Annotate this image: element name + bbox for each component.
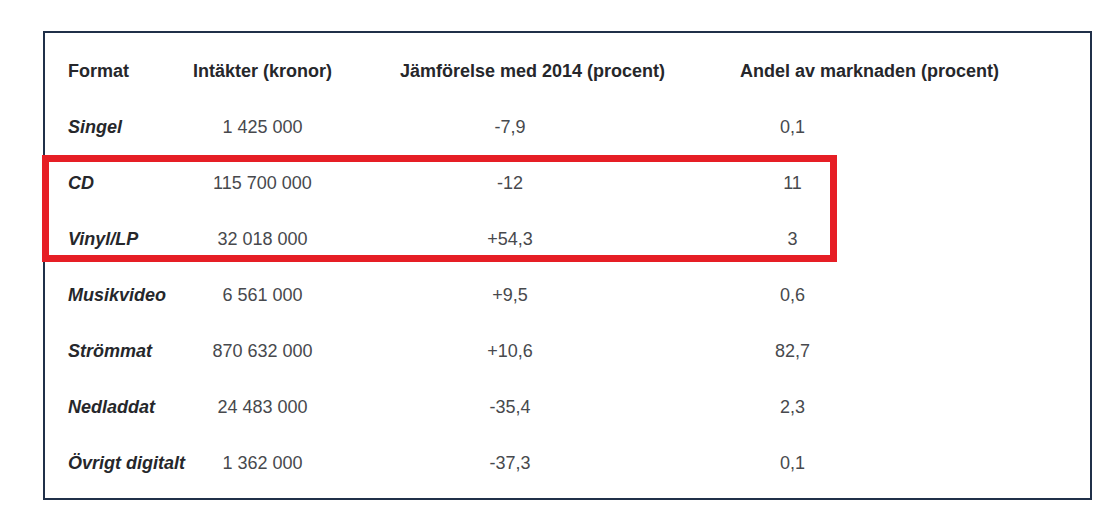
comparison-cell: +9,5 [345,267,675,323]
col-header-format: Format [45,43,180,99]
table-row-strommat: Strömmat 870 632 000 +10,6 82,7 [45,323,1090,379]
revenue-cell: 32 018 000 [180,211,345,267]
share-cell: 3 [675,211,1090,267]
table-row-cd: CD 115 700 000 -12 11 [45,155,1090,211]
revenue-cell: 24 483 000 [180,379,345,435]
page: Format Intäkter (kronor) Jämförelse med … [0,0,1114,511]
format-cell: Singel [45,99,180,155]
format-cell: CD [45,155,180,211]
revenue-cell: 1 425 000 [180,99,345,155]
format-cell: Strömmat [45,323,180,379]
share-cell: 11 [675,155,1090,211]
table-row-vinyl-lp: Vinyl/LP 32 018 000 +54,3 3 [45,211,1090,267]
format-cell: Vinyl/LP [45,211,180,267]
share-cell: 0,6 [675,267,1090,323]
revenue-cell: 115 700 000 [180,155,345,211]
format-cell: Nedladdat [45,379,180,435]
share-cell: 82,7 [675,323,1090,379]
col-header-revenue: Intäkter (kronor) [180,43,345,99]
comparison-cell: +10,6 [345,323,675,379]
format-cell: Musikvideo [45,267,180,323]
comparison-cell: -37,3 [345,435,675,491]
table-row-nedladdat: Nedladdat 24 483 000 -35,4 2,3 [45,379,1090,435]
comparison-cell: +54,3 [345,211,675,267]
share-cell: 0,1 [675,99,1090,155]
table-header-row: Format Intäkter (kronor) Jämförelse med … [45,43,1090,99]
col-header-market-share: Andel av marknaden (procent) [675,43,1090,99]
share-cell: 2,3 [675,379,1090,435]
revenue-cell: 1 362 000 [180,435,345,491]
comparison-cell: -12 [345,155,675,211]
revenue-cell: 6 561 000 [180,267,345,323]
revenue-cell: 870 632 000 [180,323,345,379]
table-row-musikvideo: Musikvideo 6 561 000 +9,5 0,6 [45,267,1090,323]
comparison-cell: -7,9 [345,99,675,155]
table-row-ovrigt-digitalt: Övrigt digitalt 1 362 000 -37,3 0,1 [45,435,1090,491]
share-cell: 0,1 [675,435,1090,491]
comparison-cell: -35,4 [345,379,675,435]
col-header-comparison-2014: Jämförelse med 2014 (procent) [345,43,675,99]
format-cell: Övrigt digitalt [45,435,180,491]
music-format-table-card: Format Intäkter (kronor) Jämförelse med … [43,31,1092,500]
table-row-singel: Singel 1 425 000 -7,9 0,1 [45,99,1090,155]
music-format-table: Format Intäkter (kronor) Jämförelse med … [45,43,1090,491]
